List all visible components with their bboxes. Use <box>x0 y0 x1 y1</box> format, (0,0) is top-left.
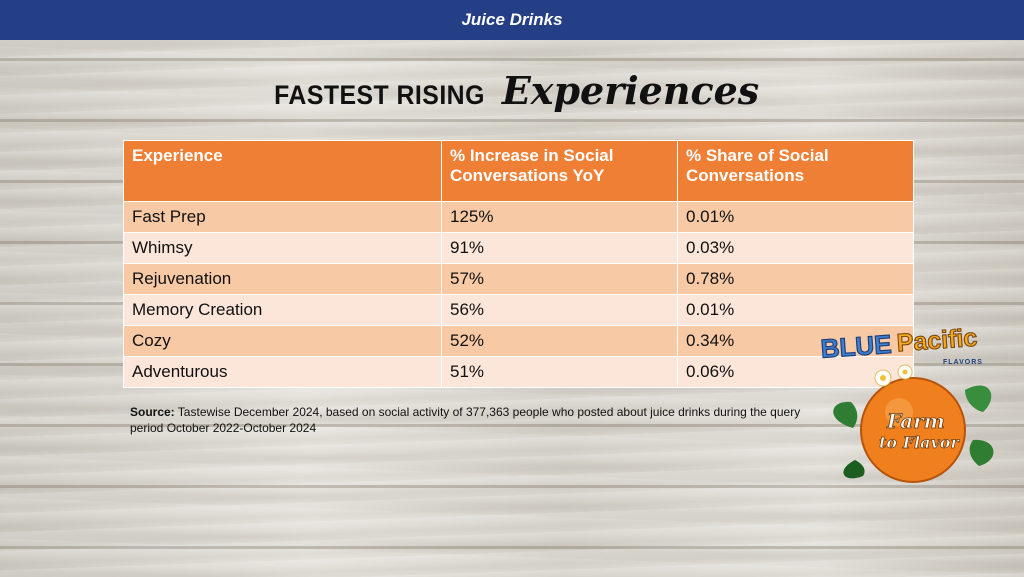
cell-share: 0.01% <box>677 201 914 233</box>
leaf-icon <box>833 385 994 479</box>
table-row: Whimsy 91% 0.03% <box>123 232 914 264</box>
cell-experience: Whimsy <box>123 232 442 264</box>
cell-experience: Rejuvenation <box>123 263 442 295</box>
experience-table-container: Experience % Increase in Social Conversa… <box>123 140 914 388</box>
blue-pacific-logo: BLUE Pacific FLAVORS Farm to Flavor <box>819 323 994 483</box>
source-note: Source: Tastewise December 2024, based o… <box>130 404 830 436</box>
table-header-row: Experience % Increase in Social Conversa… <box>123 140 914 202</box>
cell-experience: Cozy <box>123 325 442 357</box>
header-share: % Share of Social Conversations <box>677 140 914 202</box>
cell-share: 0.01% <box>677 294 914 326</box>
orange-icon <box>860 377 966 483</box>
source-text: Tastewise December 2024, based on social… <box>130 405 801 435</box>
experience-table: Experience % Increase in Social Conversa… <box>123 140 914 388</box>
cell-share: 0.78% <box>677 263 914 295</box>
title-main: FASTEST RISING <box>273 80 485 110</box>
title-script: Experiences <box>501 68 760 113</box>
source-label: Source: <box>130 405 175 419</box>
logo-brand-b: Pacific <box>896 324 978 358</box>
table-row: Cozy 52% 0.34% <box>123 325 914 357</box>
table-row: Adventurous 51% 0.06% <box>123 356 914 388</box>
header-experience: Experience <box>123 140 442 202</box>
logo-sub: FLAVORS <box>943 359 983 366</box>
cell-increase: 51% <box>441 356 678 388</box>
cell-increase: 56% <box>441 294 678 326</box>
cell-increase: 52% <box>441 325 678 357</box>
cell-share: 0.06% <box>677 356 914 388</box>
cell-increase: 57% <box>441 263 678 295</box>
table-row: Rejuvenation 57% 0.78% <box>123 263 914 295</box>
cell-experience: Adventurous <box>123 356 442 388</box>
blossom-icon <box>874 364 913 387</box>
slide-title: FASTEST RISING Experiences <box>0 68 1024 113</box>
cell-experience: Memory Creation <box>123 294 442 326</box>
cell-share: 0.03% <box>677 232 914 264</box>
cell-increase: 125% <box>441 201 678 233</box>
logo-brand-a: BLUE <box>820 329 893 364</box>
cell-increase: 91% <box>441 232 678 264</box>
emblem-line1: Farm <box>886 409 945 433</box>
banner-title: Juice Drinks <box>461 10 563 29</box>
table-row: Fast Prep 125% 0.01% <box>123 201 914 233</box>
header-increase: % Increase in Social Conversations YoY <box>441 140 678 202</box>
emblem-line2: to Flavor <box>879 433 960 452</box>
table-row: Memory Creation 56% 0.01% <box>123 294 914 326</box>
cell-experience: Fast Prep <box>123 201 442 233</box>
top-banner: Juice Drinks <box>0 0 1024 40</box>
